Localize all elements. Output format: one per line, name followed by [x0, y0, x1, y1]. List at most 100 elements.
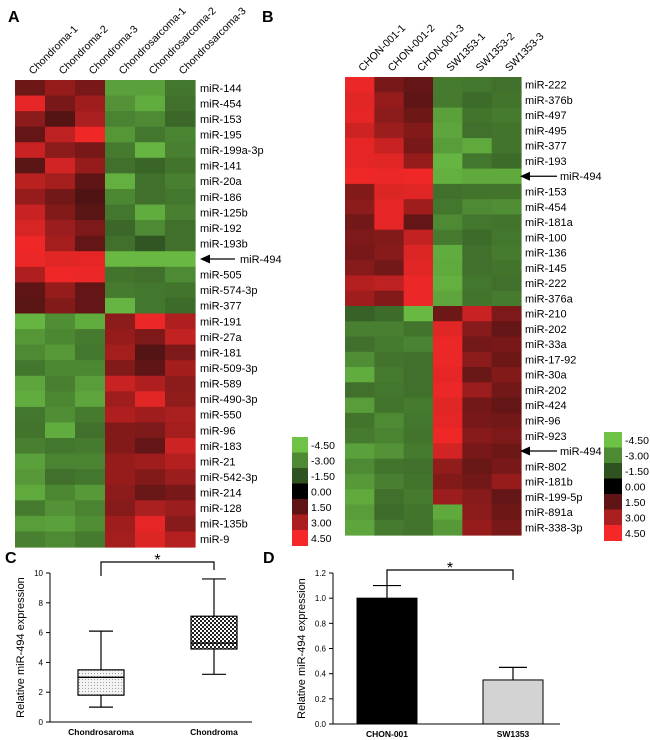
heatmap-cell: [45, 142, 76, 159]
heatmap-cell: [433, 321, 463, 338]
legend-swatch: [292, 499, 308, 515]
heatmap-cell: [433, 229, 463, 246]
heatmap-cell: [374, 92, 405, 109]
heatmap-cell: [433, 382, 463, 399]
heatmap-cell: [403, 168, 434, 185]
heatmap-cell: [374, 214, 405, 231]
y-tick-label: 6: [39, 629, 44, 638]
heatmap-cell: [135, 157, 166, 174]
heatmap-cell: [374, 153, 405, 170]
heatmap-cell: [462, 260, 493, 277]
heatmap-cell: [105, 406, 136, 424]
heatmap-cell: [462, 367, 493, 383]
y-axis-title: Relative miR-494 expression: [296, 578, 308, 719]
row-label: miR-214: [200, 488, 242, 500]
heatmap-cell: [45, 500, 76, 517]
heatmap-cell: [45, 531, 76, 548]
heatmap-cell: [345, 428, 375, 444]
heatmap-cell: [345, 473, 375, 490]
row-label: miR-145: [525, 263, 567, 275]
legend-swatch: [604, 463, 622, 479]
legend-label: 0.00: [625, 481, 646, 493]
row-label: miR-153: [200, 114, 242, 126]
row-label: miR-193: [525, 156, 567, 168]
heatmap-cell: [135, 142, 166, 159]
row-label: miR-141: [200, 161, 242, 173]
heatmap-cell: [45, 360, 76, 377]
heatmap-cell: [165, 375, 196, 392]
row-label: miR-195: [200, 129, 242, 141]
heatmap-cell: [135, 297, 166, 315]
heatmap-cell: [433, 367, 463, 383]
heatmap-cell: [433, 504, 463, 521]
heatmap-cell: [75, 422, 106, 439]
heatmap-cell: [462, 458, 493, 475]
row-label: miR-550: [200, 410, 242, 422]
heatmap-cell: [374, 519, 405, 536]
heatmap-cell: [165, 406, 196, 424]
heatmap-cell: [75, 329, 106, 346]
heatmap-cell: [433, 122, 463, 139]
heatmap-cell: [45, 126, 76, 143]
heatmap-cell: [403, 260, 434, 277]
row-label: miR-494: [240, 254, 282, 266]
heatmap-cell: [45, 515, 76, 533]
heatmap-cell: [135, 329, 166, 346]
row-label: miR-181a: [525, 217, 574, 229]
heatmap-cell: [15, 173, 46, 190]
legend-swatch: [292, 452, 308, 469]
heatmap-cell: [491, 275, 522, 292]
heatmap-cell: [491, 138, 522, 154]
heatmap-cell: [15, 111, 46, 128]
heatmap-cell: [345, 244, 375, 261]
row-label: miR-495: [525, 125, 567, 137]
row-label: miR-30a: [525, 370, 567, 382]
heatmap-cell: [165, 422, 196, 439]
heatmap-cell: [45, 188, 76, 206]
heatmap-cell: [75, 80, 106, 97]
heatmap-cell: [45, 173, 76, 190]
heatmap-cell: [491, 519, 522, 536]
heatmap-cell: [374, 138, 405, 154]
heatmap-cell: [165, 80, 196, 97]
heatmap-cell: [462, 321, 493, 338]
heatmap-cell: [433, 260, 463, 277]
row-label: miR-222: [525, 278, 567, 290]
row-label: miR-136: [525, 248, 567, 260]
color-legend-right: -4.50 -3.00 -1.50 0.00 1.50 3.00 4.50: [604, 432, 649, 541]
heatmap-cell: [433, 306, 463, 322]
heatmap-cell: [462, 489, 493, 506]
heatmap-cell: [75, 204, 106, 221]
row-label: miR-574-3p: [200, 285, 257, 297]
row-label: miR-144: [200, 83, 242, 95]
row-label: miR-891a: [525, 507, 574, 519]
heatmap-cell: [105, 375, 136, 392]
x-category-label: Chondroma: [190, 727, 238, 737]
heatmap-cell: [403, 214, 434, 231]
heatmap-cell: [165, 438, 196, 455]
legend-swatch: [292, 437, 308, 453]
significance-bracket: [100, 561, 215, 576]
legend-label: 4.50: [625, 528, 646, 540]
heatmap-cell: [105, 531, 136, 548]
significance-bracket: [386, 569, 514, 586]
row-label: miR-542-3p: [200, 472, 257, 484]
x-category-label: Chondrosaroma: [68, 727, 134, 737]
box-body: [190, 615, 238, 650]
heatmap-cell: [433, 244, 463, 261]
heatmap-cell: [433, 92, 463, 109]
row-label: miR-509-3p: [200, 363, 257, 375]
heatmap-cell: [433, 443, 463, 460]
heatmap-cell: [75, 220, 106, 237]
heatmap-cell: [462, 473, 493, 490]
heatmap-cell: [462, 412, 493, 429]
heatmap-cell: [491, 306, 522, 322]
row-label: miR-135b: [200, 519, 248, 531]
heatmap-cell: [165, 297, 196, 315]
color-legend-left: -4.50 -3.00 -1.50 0.00 1.50 3.00 4.50: [292, 437, 335, 546]
heatmap-cell: [15, 531, 46, 548]
heatmap-cell: [491, 351, 522, 368]
heatmap-cell: [491, 153, 522, 170]
y-tick-label: 0.4: [315, 670, 327, 679]
heatmap-cell: [105, 329, 136, 346]
